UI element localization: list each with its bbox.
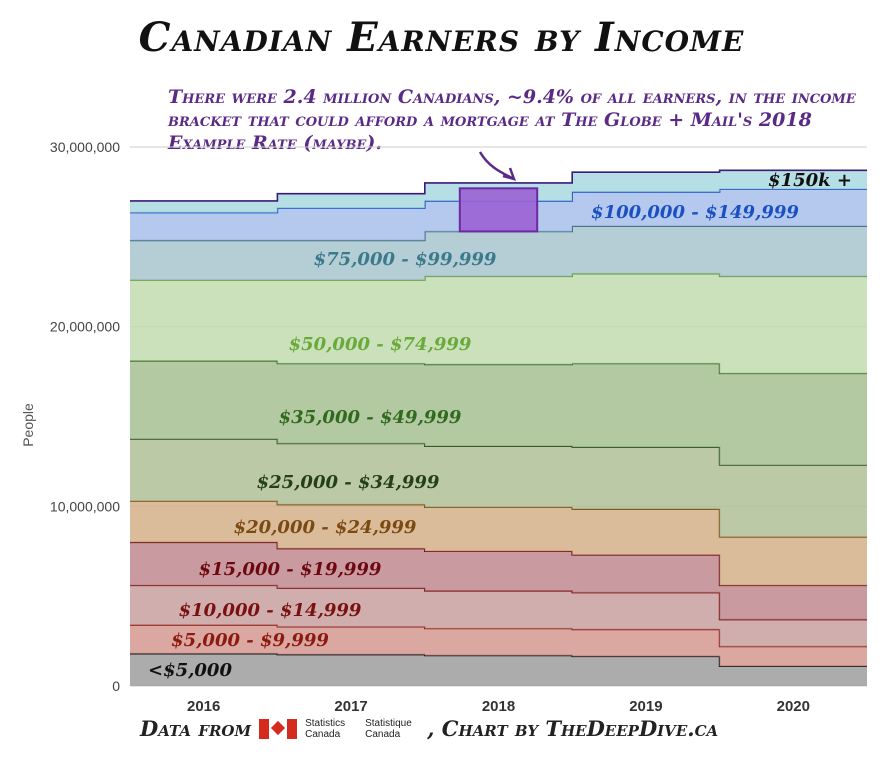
y-tick-label: 20,000,000 bbox=[50, 319, 120, 335]
area-50-000-74-999 bbox=[130, 273, 867, 374]
annotation-arrowhead bbox=[502, 167, 516, 181]
y-tick-label: 10,000,000 bbox=[50, 498, 120, 514]
annotation-arrow bbox=[478, 151, 513, 180]
footer: Data from Statistics Canada Statistique … bbox=[140, 716, 718, 741]
x-tick-label-2016: 2016 bbox=[187, 698, 220, 715]
chart-title: Canadian Earners by Income bbox=[138, 14, 745, 61]
y-tick-label: 30,000,000 bbox=[50, 139, 120, 155]
area-5-000 bbox=[130, 653, 867, 686]
area-25-000-34-999 bbox=[130, 438, 867, 537]
x-tick-label-2020: 2020 bbox=[777, 698, 810, 715]
series-label-50-000-74-999: $50,000 - $74,999 bbox=[289, 334, 472, 355]
series-label-35-000-49-999: $35,000 - $49,999 bbox=[279, 407, 462, 428]
area-75-000-99-999 bbox=[130, 226, 867, 280]
area-20-000-24-999 bbox=[130, 500, 867, 586]
x-tick-label-2019: 2019 bbox=[629, 698, 662, 715]
footer-suffix: , Chart by TheDeepDive.ca bbox=[427, 716, 719, 741]
series-label-5-000: <$5,000 bbox=[148, 660, 232, 681]
statcan-fr: Statistique Canada bbox=[365, 717, 412, 740]
series-label-25-000-34-999: $25,000 - $34,999 bbox=[257, 472, 440, 493]
series-label-75-000-99-999: $75,000 - $99,999 bbox=[314, 249, 497, 270]
x-tick-label-2018: 2018 bbox=[482, 698, 515, 715]
area-10-000-14-999 bbox=[130, 585, 867, 647]
canada-flag-icon bbox=[259, 718, 298, 739]
footer-prefix: Data from bbox=[140, 716, 252, 741]
y-tick-label: 0 bbox=[112, 678, 120, 694]
area-5-000-9-999 bbox=[130, 624, 867, 667]
x-tick-label-2017: 2017 bbox=[334, 698, 367, 715]
series-label-10-000-14-999: $10,000 - $14,999 bbox=[179, 600, 362, 621]
highlight-box bbox=[458, 187, 539, 233]
series-label-20-000-24-999: $20,000 - $24,999 bbox=[234, 517, 417, 538]
series-label-5-000-9-999: $5,000 - $9,999 bbox=[171, 630, 329, 651]
series-label-150k: $150k + bbox=[768, 170, 852, 191]
area-15-000-19-999 bbox=[130, 542, 867, 620]
chart-annotation: There were 2.4 million Canadians, ~9.4% … bbox=[168, 86, 856, 154]
area-35-000-49-999 bbox=[130, 360, 867, 466]
series-label-100-000-149-999: $100,000 - $149,999 bbox=[591, 202, 799, 223]
line-150k bbox=[130, 169, 867, 202]
series-label-15-000-19-999: $15,000 - $19,999 bbox=[199, 559, 382, 580]
statcan-en: Statistics Canada bbox=[305, 717, 346, 740]
